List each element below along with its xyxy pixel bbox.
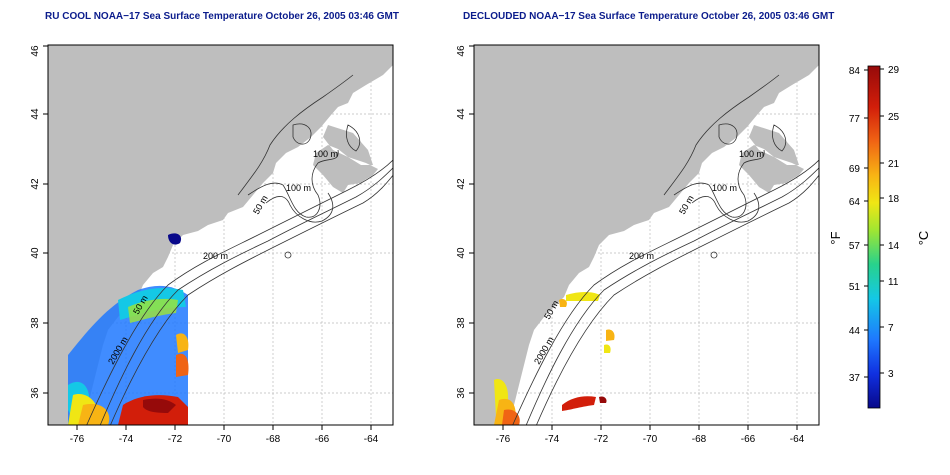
celsius-tick: 18 [888,194,900,205]
lat-tick-label: 42 [30,178,41,190]
celsius-unit-label: °C [916,231,931,246]
left-map-title: RU COOL NOAA−17 Sea Surface Temperature … [45,11,399,22]
lon-tick-label: -66 [315,434,330,445]
colorbar-gradient [867,65,881,409]
fahrenheit-tick: 37 [849,373,861,384]
fahrenheit-tick: 77 [849,114,861,125]
fahrenheit-tick: 64 [849,197,861,208]
lon-tick-label: -76 [496,434,511,445]
celsius-tick: 14 [888,241,900,252]
celsius-tick: 29 [888,65,900,76]
contour-label: 200 m [203,251,228,261]
lon-tick-label: -72 [594,434,609,445]
lat-tick-label: 40 [30,247,41,259]
celsius-tick: 25 [888,112,900,123]
lat-tick-label: 40 [456,247,467,259]
celsius-tick: 21 [888,159,900,170]
fahrenheit-unit-label: °F [828,231,843,244]
contour-label: 100 m [313,149,338,159]
celsius-tick: 3 [888,369,894,380]
contour-label: 200 m [629,251,654,261]
contour-label: 100 m [712,183,737,193]
lon-tick-label: -68 [692,434,707,445]
right-map-title: DECLOUDED NOAA−17 Sea Surface Temperatur… [463,11,835,22]
fahrenheit-tick: 51 [849,282,861,293]
lon-tick-label: -70 [217,434,232,445]
left-map[interactable]: 100 m 100 m 50 m 200 m 50 m 2000 m -76 -… [30,44,398,465]
lat-tick-label: 46 [456,45,467,57]
lon-tick-label: -70 [643,434,658,445]
lon-tick-label: -74 [545,434,560,445]
lon-tick-label: -64 [790,434,805,445]
sst-data-right [494,292,615,425]
lat-tick-label: 38 [456,317,467,329]
fahrenheit-tick: 57 [849,241,861,252]
lon-tick-label: -72 [168,434,183,445]
fahrenheit-tick: 69 [849,164,861,175]
lon-tick-label: -76 [70,434,85,445]
lon-tick-label: -74 [119,434,134,445]
contour-label: 100 m [739,149,764,159]
lat-tick-label: 44 [30,108,41,120]
lon-tick-label: -66 [741,434,756,445]
lat-tick-label: 36 [456,387,467,399]
fahrenheit-tick: 44 [849,326,861,337]
right-map[interactable]: 100 m 100 m 50 m 200 m 50 m 2000 m -76 -… [456,44,824,465]
lon-tick-label: -64 [364,434,379,445]
celsius-tick: 7 [888,323,894,334]
colorbar: 84 77 69 64 57 51 44 37 29 25 21 18 14 1… [828,65,931,409]
contour-label: 100 m [286,183,311,193]
lat-tick-label: 36 [30,387,41,399]
lon-tick-label: -68 [266,434,281,445]
celsius-tick: 11 [888,277,899,288]
lat-tick-label: 44 [456,108,467,120]
lat-tick-label: 42 [456,178,467,190]
lat-tick-label: 46 [30,45,41,57]
fahrenheit-tick: 84 [849,66,861,77]
lat-tick-label: 38 [30,317,41,329]
